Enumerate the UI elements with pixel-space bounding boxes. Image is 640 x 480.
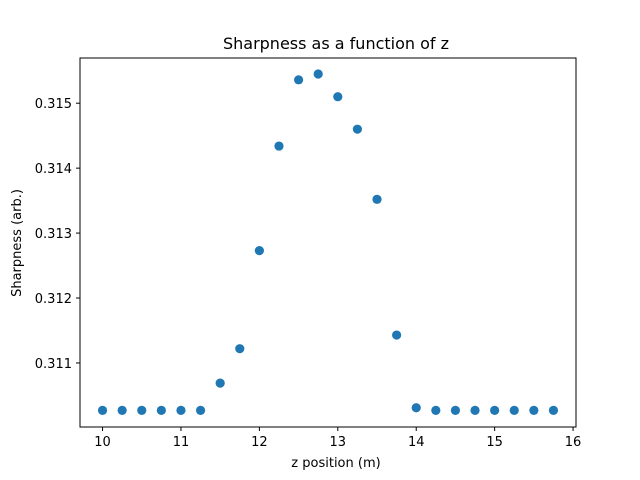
x-tick-label: 16: [565, 435, 582, 450]
data-point: [431, 405, 441, 415]
plot-area: 10 11 12 13 14 15 16 0.311 0.312 0.313 0.314 0.315: [35, 57, 582, 450]
x-tick-label: 15: [486, 435, 503, 450]
data-point: [195, 405, 206, 415]
x-tick-label: 14: [408, 435, 425, 450]
y-tick-label: 0.313: [35, 227, 72, 242]
y-tick-label: 0.315: [35, 97, 72, 112]
data-point: [333, 92, 343, 102]
data-point: [274, 141, 284, 151]
data-point: [372, 194, 382, 204]
x-tick-label: 10: [94, 435, 111, 450]
data-point: [490, 405, 500, 415]
y-tick-label: 0.311: [35, 357, 72, 372]
data-point: [293, 75, 304, 85]
data-point: [548, 405, 559, 415]
x-tick-label: 13: [330, 435, 347, 450]
data-point: [156, 405, 166, 415]
data-point: [235, 344, 245, 354]
data-point: [352, 124, 363, 134]
data-point: [450, 405, 461, 415]
data-point: [411, 403, 421, 413]
data-point: [392, 330, 402, 340]
data-point: [97, 405, 108, 415]
x-tick-label: 12: [251, 435, 268, 450]
x-axis-label: z position (m): [291, 456, 380, 471]
data-point: [470, 405, 480, 415]
data-point: [176, 405, 186, 415]
data-point: [137, 405, 147, 415]
y-axis-label: Sharpness (arb.): [10, 189, 25, 297]
data-point: [215, 378, 225, 388]
data-point: [313, 69, 323, 79]
x-tick-label: 11: [173, 435, 190, 450]
chart-title: Sharpness as a function of z: [223, 34, 449, 53]
data-point: [509, 405, 519, 415]
y-tick-label: 0.314: [35, 162, 72, 177]
data-point: [529, 405, 539, 415]
axes-frame: [79, 57, 577, 428]
data-point: [254, 246, 264, 256]
y-tick-label: 0.312: [35, 292, 72, 307]
data-point: [117, 405, 127, 415]
